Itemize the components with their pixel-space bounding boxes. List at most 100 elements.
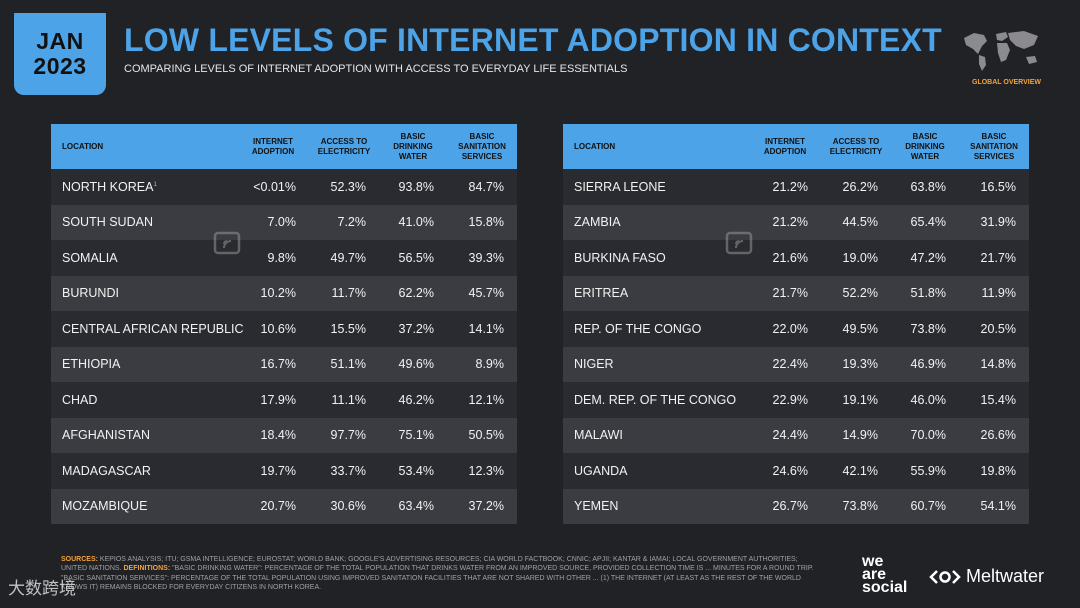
table-header-row: LOCATION INTERNET ADOPTION ACCESS TO ELECT… bbox=[51, 124, 517, 169]
cell-internet: 22.0% bbox=[749, 311, 821, 347]
header-sanitation-line2: SANITATION bbox=[458, 141, 506, 151]
meltwater-wordmark: Meltwater bbox=[966, 566, 1045, 586]
header-water-line2: DRINKING bbox=[393, 141, 433, 151]
cell-internet: 24.6% bbox=[749, 453, 821, 489]
cell-water: 55.9% bbox=[891, 453, 959, 489]
cell-water: 60.7% bbox=[891, 488, 959, 524]
cell-location-text: NORTH KOREA bbox=[62, 179, 154, 194]
note-text: (1) THE INTERNET (AT LEAST AS THE REST O… bbox=[61, 574, 801, 591]
cell-location: BURKINA FASO bbox=[563, 240, 749, 276]
global-overview-label: GLOBAL OVERVIEW bbox=[972, 79, 1041, 86]
cell-electricity: 44.5% bbox=[821, 204, 891, 240]
cell-internet: 21.2% bbox=[749, 204, 821, 240]
cell-electricity: 73.8% bbox=[821, 488, 891, 524]
cell-electricity: 42.1% bbox=[821, 453, 891, 489]
cell-internet: 26.7% bbox=[749, 488, 821, 524]
cell-sanitation: 14.1% bbox=[447, 311, 517, 347]
table-row: SIERRA LEONE 21.2% 26.2% 63.8% 16.5% bbox=[563, 169, 1029, 205]
definitions-text: "BASIC DRINKING WATER": PERCENTAGE OF TH… bbox=[61, 565, 814, 582]
table-row: SOMALIA 9.8% 49.7% 56.5% 39.3% bbox=[51, 240, 517, 276]
cell-water: 63.4% bbox=[379, 488, 447, 524]
date-badge: JAN 2023 bbox=[14, 13, 106, 95]
col-header-water: BASIC DRINKING WATER bbox=[379, 124, 447, 169]
table-row: MALAWI 24.4% 14.9% 70.0% 26.6% bbox=[563, 417, 1029, 453]
cell-electricity: 11.1% bbox=[309, 382, 379, 418]
cell-sanitation: 12.3% bbox=[447, 453, 517, 489]
cell-sanitation: 84.7% bbox=[447, 169, 517, 205]
cell-location: UGANDA bbox=[563, 453, 749, 489]
cell-sanitation: 45.7% bbox=[447, 275, 517, 311]
cell-location: NORTH KOREA1 bbox=[51, 169, 237, 205]
cell-internet: 19.7% bbox=[237, 453, 309, 489]
table-row: AFGHANISTAN 18.4% 97.7% 75.1% 50.5% bbox=[51, 417, 517, 453]
cell-internet: <0.01% bbox=[237, 169, 309, 205]
cell-location: BURUNDI bbox=[51, 275, 237, 311]
cell-sanitation: 26.6% bbox=[959, 417, 1029, 453]
table-row: REP. OF THE CONGO 22.0% 49.5% 73.8% 20.5% bbox=[563, 311, 1029, 347]
table-row: NORTH KOREA1 <0.01% 52.3% 93.8% 84.7% bbox=[51, 169, 517, 205]
cell-sanitation: 12.1% bbox=[447, 382, 517, 418]
logo-social: social bbox=[862, 579, 908, 596]
meltwater-icon bbox=[929, 569, 961, 584]
cell-electricity: 7.2% bbox=[309, 204, 379, 240]
cell-sanitation: 16.5% bbox=[959, 169, 1029, 205]
cell-electricity: 97.7% bbox=[309, 417, 379, 453]
table-row: MOZAMBIQUE 20.7% 30.6% 63.4% 37.2% bbox=[51, 488, 517, 524]
col-header-internet: INTERNET ADOPTION bbox=[749, 124, 821, 169]
col-header-location: LOCATION bbox=[563, 124, 749, 169]
cell-sanitation: 15.8% bbox=[447, 204, 517, 240]
badge-year: 2023 bbox=[33, 53, 87, 79]
cell-sanitation: 15.4% bbox=[959, 382, 1029, 418]
cell-internet: 9.8% bbox=[237, 240, 309, 276]
cell-internet: 17.9% bbox=[237, 382, 309, 418]
table-row: UGANDA 24.6% 42.1% 55.9% 19.8% bbox=[563, 453, 1029, 489]
cell-location: MADAGASCAR bbox=[51, 453, 237, 489]
cell-water: 73.8% bbox=[891, 311, 959, 347]
cell-electricity: 19.3% bbox=[821, 346, 891, 382]
cell-electricity: 26.2% bbox=[821, 169, 891, 205]
cell-location: ZAMBIA bbox=[563, 204, 749, 240]
header-sanitation-line2: SANITATION bbox=[970, 141, 1018, 151]
cell-electricity: 52.3% bbox=[309, 169, 379, 205]
right-data-table: LOCATION INTERNET ADOPTION ACCESS TO ELECT… bbox=[563, 124, 1029, 524]
header-water-line2: DRINKING bbox=[905, 141, 945, 151]
header-internet-line1: INTERNET bbox=[253, 136, 293, 146]
cell-location: AFGHANISTAN bbox=[51, 417, 237, 453]
cell-internet: 21.2% bbox=[749, 169, 821, 205]
col-header-water: BASIC DRINKING WATER bbox=[891, 124, 959, 169]
header-sanitation-line3: SERVICES bbox=[973, 151, 1015, 161]
cell-location: MALAWI bbox=[563, 417, 749, 453]
cell-water: 75.1% bbox=[379, 417, 447, 453]
cell-location: CHAD bbox=[51, 382, 237, 418]
definitions-label: DEFINITIONS: bbox=[123, 565, 171, 573]
cell-water: 46.0% bbox=[891, 382, 959, 418]
cell-water: 41.0% bbox=[379, 204, 447, 240]
cell-electricity: 49.7% bbox=[309, 240, 379, 276]
cell-water: 56.5% bbox=[379, 240, 447, 276]
cell-location: NIGER bbox=[563, 346, 749, 382]
cell-water: 70.0% bbox=[891, 417, 959, 453]
footnote: SOURCES: KEPIOS ANALYSIS; ITU; GSMA INTE… bbox=[61, 555, 821, 592]
table-row: ETHIOPIA 16.7% 51.1% 49.6% 8.9% bbox=[51, 346, 517, 382]
cell-electricity: 15.5% bbox=[309, 311, 379, 347]
header-water-line1: BASIC bbox=[912, 131, 938, 141]
header-internet-line2: ADOPTION bbox=[251, 146, 295, 156]
cell-electricity: 30.6% bbox=[309, 488, 379, 524]
cell-water: 53.4% bbox=[379, 453, 447, 489]
watermark-icon bbox=[725, 231, 753, 255]
page-subtitle: COMPARING LEVELS OF INTERNET ADOPTION WI… bbox=[124, 63, 628, 75]
cell-location: SOMALIA bbox=[51, 240, 237, 276]
sources-text: KEPIOS ANALYSIS; ITU; GSMA INTELLIGENCE;… bbox=[61, 556, 798, 573]
cell-internet: 21.7% bbox=[749, 275, 821, 311]
table-row: MADAGASCAR 19.7% 33.7% 53.4% 12.3% bbox=[51, 453, 517, 489]
table-row: CHAD 17.9% 11.1% 46.2% 12.1% bbox=[51, 382, 517, 418]
sources-label: SOURCES: bbox=[61, 556, 98, 563]
cell-water: 65.4% bbox=[891, 204, 959, 240]
table-row: ZAMBIA 21.2% 44.5% 65.4% 31.9% bbox=[563, 204, 1029, 240]
logo-are: are bbox=[862, 566, 887, 583]
page-title: LOW LEVELS OF INTERNET ADOPTION IN CONTE… bbox=[124, 22, 942, 58]
badge-month: JAN bbox=[36, 28, 84, 54]
cell-sanitation: 21.7% bbox=[959, 240, 1029, 276]
cell-sanitation: 39.3% bbox=[447, 240, 517, 276]
header-sanitation-line1: BASIC bbox=[469, 131, 495, 141]
